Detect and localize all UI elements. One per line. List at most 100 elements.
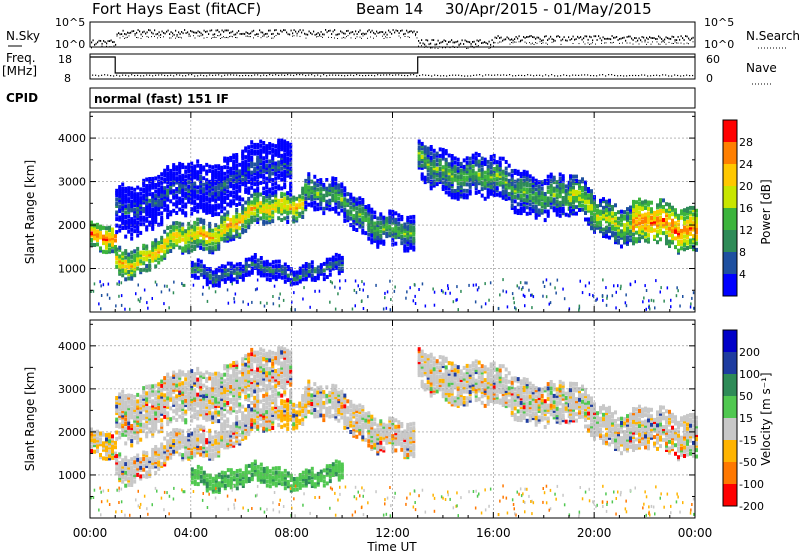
power-noise-cell	[251, 301, 253, 304]
power-cell	[611, 231, 614, 235]
power-cell	[361, 207, 364, 211]
nsky-point	[175, 30, 176, 32]
power-cell	[154, 183, 157, 187]
nave-point	[467, 75, 468, 76]
power-cell	[196, 203, 199, 207]
power-cell	[355, 211, 358, 215]
power-cell	[311, 265, 314, 269]
nsky-point	[625, 40, 626, 42]
power-cell	[623, 210, 626, 214]
power-cell	[175, 200, 178, 204]
nsky-point	[507, 36, 508, 38]
power-noise-cell	[387, 290, 389, 293]
power-cell	[181, 246, 184, 250]
nave-point	[635, 75, 636, 76]
nsearch-point	[513, 42, 514, 43]
nave-point	[143, 75, 144, 76]
nsky-point	[601, 40, 602, 42]
nsearch-point	[426, 46, 427, 47]
power-cell	[287, 274, 290, 278]
power-cell	[217, 212, 220, 216]
nsearch-point	[258, 36, 259, 37]
nsky-point	[463, 43, 464, 45]
nsearch-point	[138, 37, 139, 38]
nsky-point	[343, 33, 344, 35]
power-cell	[196, 190, 199, 194]
power-noise-cell	[233, 297, 235, 300]
nsearch-point	[351, 37, 352, 38]
velocity-cell	[148, 457, 151, 461]
power-noise-cell	[414, 295, 416, 298]
nave-point	[494, 75, 495, 76]
power-cell	[335, 253, 338, 257]
nave-point	[401, 75, 402, 76]
nsearch-point	[547, 44, 548, 45]
power-cell	[118, 205, 121, 209]
power-cell	[584, 191, 587, 195]
nave-point	[293, 75, 294, 76]
power-cell	[547, 190, 550, 194]
power-cell	[364, 212, 367, 216]
power-cell	[145, 264, 148, 268]
nsky-point	[643, 37, 644, 39]
velocity-cell	[184, 436, 187, 440]
power-cell	[466, 193, 469, 197]
power-cell	[301, 195, 304, 199]
power-cell	[238, 163, 241, 167]
nsearch-point	[292, 36, 293, 37]
nsky-point	[103, 40, 104, 42]
power-cell	[208, 165, 211, 169]
power-cell	[172, 221, 175, 225]
power-cell	[160, 211, 163, 215]
velocity-cell	[130, 457, 133, 461]
nsky-point	[450, 41, 451, 43]
nsky-point	[151, 32, 152, 34]
power-cell	[230, 270, 233, 274]
power-cell	[181, 204, 184, 208]
nsky-point	[448, 41, 449, 43]
power-cell	[250, 186, 253, 190]
nsky-point	[238, 30, 239, 32]
nsky-point	[444, 39, 445, 41]
power-cell	[325, 200, 328, 204]
nsearch-point	[355, 38, 356, 39]
power-cell	[641, 201, 644, 205]
power-cell	[505, 160, 508, 164]
power-cell	[280, 198, 283, 202]
power-cell	[166, 172, 169, 176]
power-cell	[584, 211, 587, 215]
power-cell	[280, 186, 283, 190]
power-noise-cell	[355, 304, 357, 307]
nsearch-point	[457, 47, 458, 48]
power-cell	[223, 172, 226, 176]
power-cell	[457, 162, 460, 166]
nave-point	[281, 74, 282, 75]
power-cell	[196, 164, 199, 168]
nsky-point	[270, 30, 271, 32]
nave-point	[431, 75, 432, 76]
nsky-point	[150, 30, 151, 32]
nave-point	[248, 75, 249, 76]
power-noise-cell	[294, 308, 296, 311]
power-cell	[229, 222, 232, 226]
nave-point	[257, 74, 258, 75]
nave-point	[107, 74, 108, 75]
power-cell	[593, 213, 596, 217]
power-cell	[349, 210, 352, 214]
nsky-point	[597, 39, 598, 41]
power-cell	[451, 189, 454, 193]
nave-point	[284, 75, 285, 76]
power-cell	[205, 240, 208, 244]
nsky-point	[409, 31, 410, 33]
nave-point	[173, 75, 174, 76]
nsearch-point	[417, 37, 418, 38]
power-cell	[388, 216, 391, 220]
nave-point	[275, 74, 276, 75]
power-cell	[337, 196, 340, 200]
power-cell	[172, 202, 175, 206]
power-cell	[352, 197, 355, 201]
power-cell	[412, 215, 415, 219]
power-cell	[239, 262, 242, 266]
nsky-point	[652, 37, 653, 39]
power-noise-cell	[524, 295, 526, 298]
